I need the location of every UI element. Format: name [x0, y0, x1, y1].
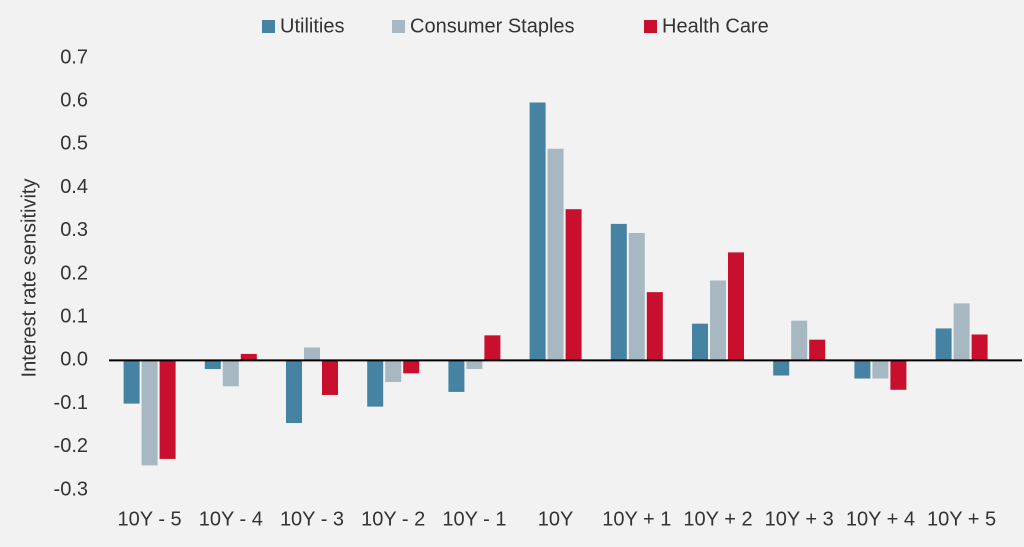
x-tick-label: 10Y + 1	[602, 508, 671, 530]
bar	[286, 360, 302, 424]
bar	[728, 252, 744, 361]
bar	[304, 347, 320, 361]
bar	[547, 148, 564, 361]
y-tick-label: 0.3	[60, 219, 88, 241]
y-tick-label: 0.4	[60, 176, 88, 198]
bar	[646, 292, 663, 361]
y-tick-label: -0.3	[54, 478, 88, 500]
bar	[367, 360, 384, 407]
legend-swatch	[262, 20, 275, 33]
bar	[854, 360, 871, 379]
bar	[791, 320, 808, 361]
bar	[710, 280, 726, 361]
x-tick-label: 10Y - 4	[199, 508, 263, 530]
bar	[123, 360, 140, 404]
x-tick-label: 10Y - 1	[442, 508, 506, 530]
x-tick-label: 10Y - 5	[118, 508, 182, 530]
legend-label: Utilities	[280, 15, 344, 37]
x-tick-label: 10Y - 2	[361, 508, 425, 530]
x-tick-label: 10Y + 3	[765, 508, 834, 530]
bar	[222, 360, 239, 387]
y-tick-label: 0.7	[60, 46, 88, 68]
y-tick-label: 0.0	[60, 349, 88, 371]
y-tick-label: 0.6	[60, 89, 88, 111]
y-tick-label: 0.5	[60, 133, 88, 155]
x-tick-label: 10Y	[538, 508, 574, 530]
bar	[809, 339, 826, 361]
legend-swatch	[644, 20, 657, 33]
bar	[935, 328, 952, 361]
bar	[953, 303, 970, 361]
bar	[322, 360, 338, 395]
bar	[240, 353, 257, 361]
bar	[872, 360, 889, 379]
bar	[890, 360, 907, 390]
bar	[773, 360, 790, 376]
bar	[971, 334, 988, 361]
legend-swatch	[392, 20, 405, 33]
bar	[628, 232, 645, 361]
y-tick-label: -0.2	[54, 435, 88, 457]
bar	[403, 360, 420, 374]
bar	[204, 360, 221, 370]
bar	[529, 102, 546, 361]
bar	[448, 360, 465, 392]
y-tick-label: 0.1	[60, 305, 88, 327]
bar	[565, 209, 582, 361]
bar	[159, 360, 176, 459]
bar	[466, 360, 483, 370]
x-tick-label: 10Y - 3	[280, 508, 344, 530]
bar	[385, 360, 402, 382]
bar	[484, 335, 501, 361]
x-tick-label: 10Y + 4	[846, 508, 915, 530]
bar	[610, 223, 627, 361]
legend-label: Health Care	[662, 15, 769, 37]
legend-label: Consumer Staples	[410, 15, 575, 37]
bar	[692, 323, 708, 361]
y-tick-label: -0.1	[54, 392, 88, 414]
bar	[141, 360, 158, 466]
x-tick-label: 10Y + 2	[683, 508, 752, 530]
x-tick-label: 10Y + 5	[927, 508, 996, 530]
y-axis-label: Interest rate sensitivity	[18, 179, 40, 378]
y-tick-label: 0.2	[60, 262, 88, 284]
